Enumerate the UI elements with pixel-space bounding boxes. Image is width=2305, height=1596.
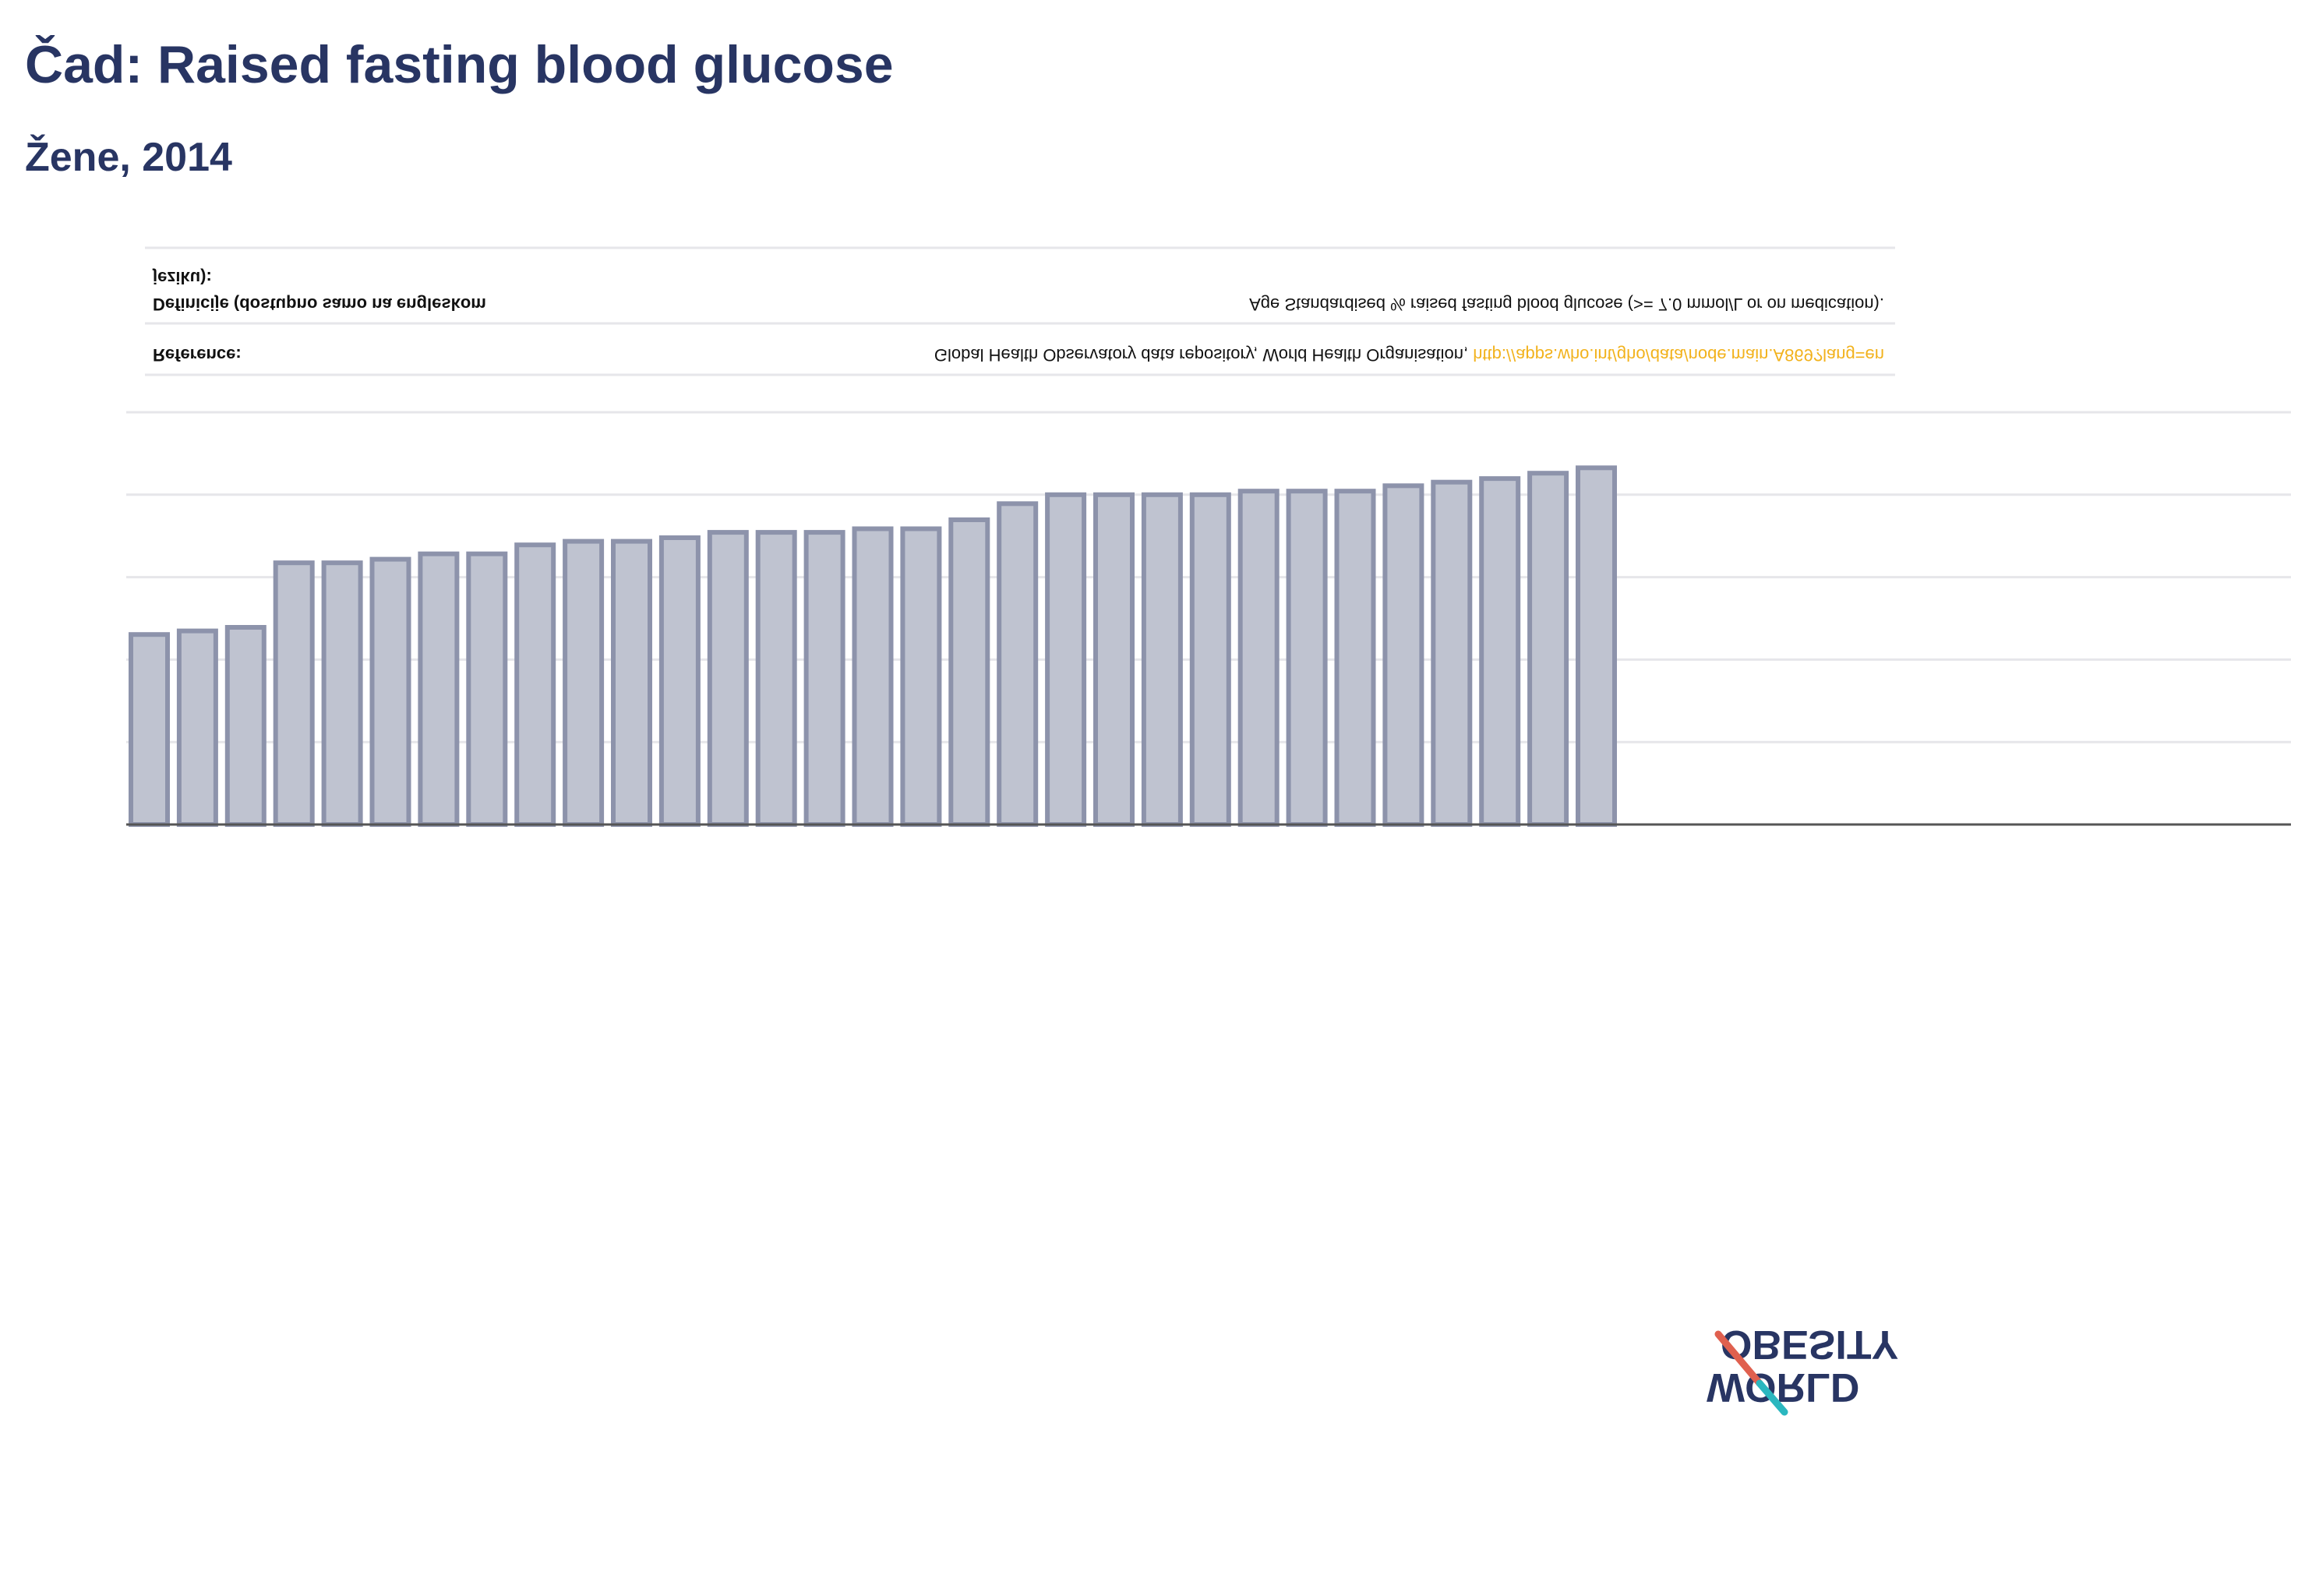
bar[interactable] bbox=[1237, 489, 1280, 827]
bar[interactable] bbox=[803, 530, 845, 827]
bar-series bbox=[129, 465, 1617, 828]
bar[interactable] bbox=[1286, 489, 1328, 827]
bar[interactable] bbox=[1527, 471, 1569, 827]
bar[interactable] bbox=[1431, 479, 1473, 827]
bar[interactable] bbox=[1334, 489, 1376, 827]
definition-label-line2: jeziku): bbox=[152, 268, 212, 288]
bar[interactable] bbox=[900, 526, 942, 827]
bar[interactable] bbox=[755, 530, 797, 827]
bar[interactable] bbox=[1382, 483, 1424, 827]
bar[interactable] bbox=[466, 551, 508, 827]
reference-text: Global Health Observatory data repositor… bbox=[934, 345, 1884, 365]
bar[interactable] bbox=[418, 551, 460, 827]
bar[interactable] bbox=[514, 542, 556, 827]
page-title: Čad: Raised fasting blood glucose bbox=[25, 35, 894, 94]
page-subtitle: Žene, 2014 bbox=[25, 135, 232, 180]
bar[interactable] bbox=[852, 526, 894, 827]
bar[interactable] bbox=[1189, 492, 1231, 827]
definition-label-line1: Definicije (dostupno samo na engleskom bbox=[153, 295, 486, 314]
bar[interactable] bbox=[129, 632, 170, 828]
bar[interactable] bbox=[176, 628, 218, 827]
bar[interactable] bbox=[1576, 465, 1617, 827]
bar[interactable] bbox=[997, 501, 1039, 827]
bar[interactable] bbox=[611, 538, 652, 827]
bar[interactable] bbox=[563, 538, 605, 827]
reference-label: Reference: bbox=[153, 345, 242, 365]
bar[interactable] bbox=[224, 625, 267, 827]
logo-line-world: WORLD bbox=[1707, 1365, 1859, 1410]
world-obesity-logo: OBESITY WORLD bbox=[1707, 1322, 1898, 1416]
logo-slash-red bbox=[1714, 1330, 1763, 1387]
bar[interactable] bbox=[273, 560, 315, 827]
logo-line-obesity: OBESITY bbox=[1721, 1322, 1898, 1367]
bar[interactable] bbox=[948, 517, 990, 827]
bar[interactable] bbox=[369, 556, 411, 827]
logo-slash-teal bbox=[1756, 1379, 1788, 1416]
bar[interactable] bbox=[1479, 476, 1521, 827]
definition-text: Age Standardised % raised fasting blood … bbox=[1249, 295, 1884, 314]
bar[interactable] bbox=[1093, 492, 1135, 827]
bar[interactable] bbox=[321, 560, 363, 827]
bar[interactable] bbox=[707, 530, 749, 827]
bar[interactable] bbox=[1045, 492, 1087, 827]
reference-link[interactable]: http://apps.who.int/gho/data/node.main.A… bbox=[1473, 345, 1884, 365]
bar[interactable] bbox=[1141, 492, 1183, 827]
bar[interactable] bbox=[658, 535, 701, 827]
reference-table: Definicije (dostupno samo na engleskom j… bbox=[145, 246, 1895, 376]
reference-source: Global Health Observatory data repositor… bbox=[934, 345, 1473, 365]
